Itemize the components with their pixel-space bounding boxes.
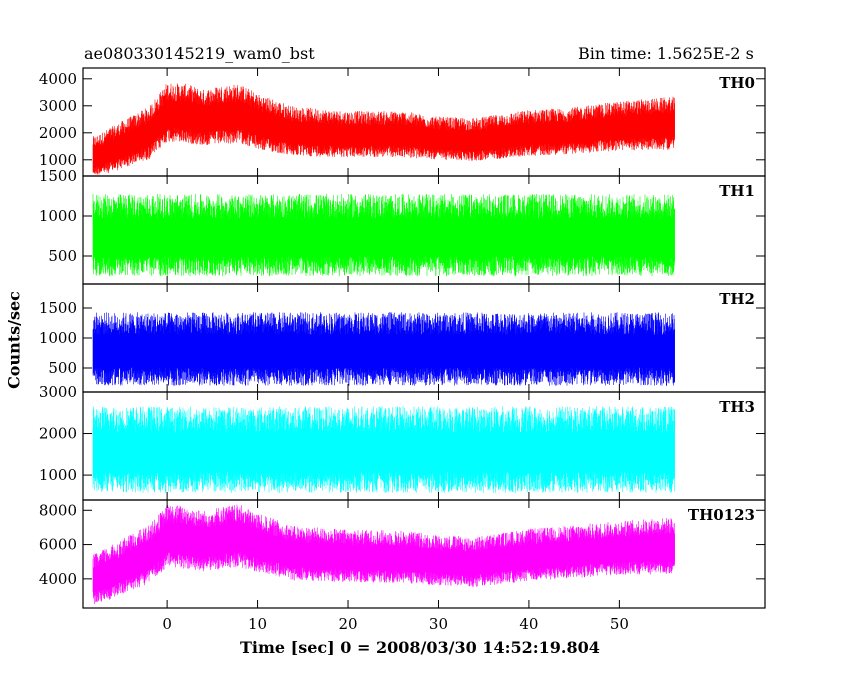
y-tick-label: 1000 (39, 329, 77, 347)
series-trace-th0 (92, 83, 675, 175)
y-tick-label: 500 (48, 359, 77, 377)
series-trace-th2 (92, 312, 675, 386)
series-label: TH1 (719, 182, 755, 200)
x-tick-label: 40 (519, 615, 538, 633)
y-tick-label: 3000 (39, 97, 77, 115)
y-tick-label: 8000 (39, 501, 77, 519)
series-label: TH0123 (688, 506, 755, 524)
y-tick-label: 500 (48, 247, 77, 265)
y-tick-label: 3000 (39, 383, 77, 401)
series-trace-th1 (92, 193, 675, 277)
series-label: TH0 (719, 74, 755, 92)
x-axis-label: Time [sec] 0 = 2008/03/30 14:52:19.804 (240, 638, 600, 657)
y-tick-label: 1000 (39, 151, 77, 169)
y-tick-label: 1500 (39, 299, 77, 317)
y-tick-label: 4000 (39, 570, 77, 588)
series-trace-th3 (92, 406, 675, 493)
chart-title-right: Bin time: 1.5625E-2 s (578, 44, 754, 63)
y-tick-label: 2000 (39, 124, 77, 142)
y-axis-label: Counts/sec (4, 291, 24, 389)
y-tick-label: 4000 (39, 70, 77, 88)
x-tick-label: 20 (338, 615, 357, 633)
series-trace-th0123 (92, 504, 675, 604)
x-tick-label: 50 (610, 615, 629, 633)
chart-title-left: ae080330145219_wam0_bst (84, 44, 315, 63)
x-tick-label: 0 (162, 615, 172, 633)
y-tick-label: 2000 (39, 425, 77, 443)
y-tick-label: 1000 (39, 466, 77, 484)
x-tick-label: 10 (248, 615, 267, 633)
panel-frame-th0123 (82, 499, 766, 609)
y-tick-label: 6000 (39, 536, 77, 554)
y-tick-label: 1000 (39, 207, 77, 225)
series-label: TH3 (719, 398, 755, 416)
y-tick-label: 1500 (39, 167, 77, 185)
x-tick-label: 30 (429, 615, 448, 633)
series-label: TH2 (719, 290, 755, 308)
